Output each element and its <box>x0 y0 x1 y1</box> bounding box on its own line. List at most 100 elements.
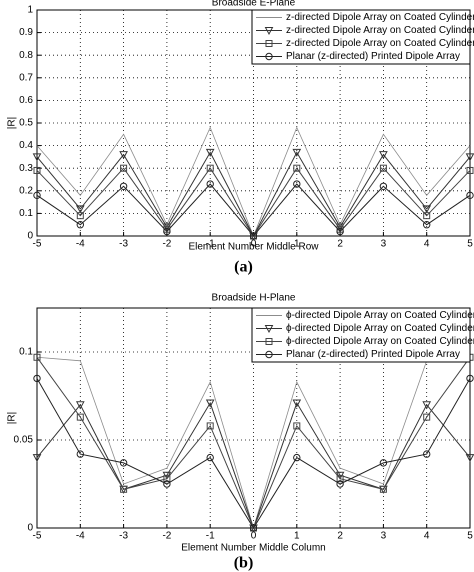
legend-label: z-directed Dipole Array on Coated Cylind… <box>286 25 474 36</box>
series-line <box>36 183 471 237</box>
y-tick-label: 0.6 <box>19 95 33 106</box>
marker-circle <box>249 232 258 240</box>
x-tick-label: 0 <box>251 531 257 542</box>
marker-circle <box>466 374 474 383</box>
chart-title: Broadside H-Plane <box>212 293 296 304</box>
x-tick-label: 1 <box>294 239 300 250</box>
marker-square <box>120 164 128 172</box>
marker-square <box>76 413 84 421</box>
y-tick-label: 0 <box>27 231 33 242</box>
marker-circle <box>33 191 41 200</box>
y-tick-label: 0.1 <box>19 347 33 358</box>
x-tick-label: -5 <box>33 239 42 250</box>
marker-triangle <box>422 205 432 214</box>
marker-circle <box>379 459 388 467</box>
y-axis-label: |R| <box>7 412 18 424</box>
legend-label: ϕ-directed Dipole Array on Coated Cylind… <box>286 310 474 321</box>
x-axis-label: Element Number Middle Column <box>181 543 326 554</box>
marker-square <box>265 338 273 345</box>
marker-circle <box>76 221 85 229</box>
x-tick-label: -5 <box>33 531 42 542</box>
marker-square <box>206 422 214 430</box>
marker-circle <box>336 227 344 236</box>
marker-triangle <box>264 27 274 36</box>
marker-square <box>466 166 474 174</box>
x-tick-label: 3 <box>381 531 387 542</box>
x-tick-label: -1 <box>206 239 215 250</box>
y-tick-label: 0.4 <box>19 140 33 151</box>
marker-square <box>293 422 301 430</box>
caption: (b) <box>234 555 254 572</box>
marker-triangle <box>205 148 215 157</box>
marker-circle <box>265 350 273 359</box>
y-tick-label: 0 <box>27 523 33 534</box>
marker-triangle <box>32 454 42 463</box>
marker-square <box>163 225 171 233</box>
marker-circle <box>466 191 474 200</box>
x-tick-label: -1 <box>206 531 215 542</box>
y-tick-label: 0.9 <box>19 27 33 38</box>
marker-triangle <box>32 153 42 162</box>
y-tick-label: 0.8 <box>19 50 33 61</box>
legend-box <box>251 9 471 65</box>
x-tick-label: -4 <box>76 531 85 542</box>
marker-circle <box>249 524 258 532</box>
chart-title: Broadside E-Plane <box>212 0 296 9</box>
marker-circle <box>163 480 171 488</box>
marker-square <box>336 475 344 483</box>
series-line <box>36 356 471 530</box>
marker-circle <box>379 182 388 190</box>
x-tick-label: 0 <box>251 239 257 250</box>
marker-triangle <box>119 151 128 160</box>
marker-circle <box>119 182 128 190</box>
series-line <box>36 378 471 529</box>
legend-label: z-directed Dipole Array on Coated Cylind… <box>286 38 474 49</box>
y-tick-label: 1 <box>27 5 33 16</box>
legend-label: ϕ-directed Dipole Array on Coated Cylind… <box>286 336 474 347</box>
marker-square <box>76 212 84 220</box>
legend-label: z-directed Dipole Array on Coated Cylind… <box>286 12 474 23</box>
marker-square <box>293 164 301 172</box>
marker-triangle <box>379 151 388 160</box>
legend-label: Planar (z-directed) Printed Dipole Array <box>286 51 460 62</box>
y-tick-label: 0.7 <box>19 72 33 83</box>
marker-triangle <box>422 401 432 410</box>
marker-triangle <box>292 399 302 408</box>
y-tick-label: 0.5 <box>19 118 33 129</box>
x-tick-label: 3 <box>381 239 387 250</box>
x-tick-label: 5 <box>467 531 473 542</box>
marker-triangle <box>264 325 274 334</box>
legend-label: ϕ-directed Dipole Array on Coated Cylind… <box>286 323 474 334</box>
x-tick-label: -4 <box>76 239 85 250</box>
marker-square <box>379 485 387 493</box>
marker-circle <box>163 227 171 236</box>
y-tick-label: 0.1 <box>19 208 33 219</box>
marker-triangle <box>75 401 85 410</box>
marker-circle <box>119 459 128 467</box>
marker-circle <box>206 453 214 462</box>
marker-square <box>336 225 344 233</box>
y-tick-label: 0.2 <box>19 185 33 196</box>
x-tick-label: 4 <box>424 239 430 250</box>
marker-circle <box>265 52 273 61</box>
x-tick-label: -2 <box>162 531 171 542</box>
x-tick-label: -3 <box>119 531 128 542</box>
marker-triangle <box>205 399 215 408</box>
marker-circle <box>293 453 301 462</box>
y-tick-label: 0.05 <box>14 435 34 446</box>
marker-square <box>33 166 41 174</box>
marker-triangle <box>292 148 302 157</box>
y-tick-label: 0.3 <box>19 163 33 174</box>
marker-circle <box>423 450 431 458</box>
legend-box <box>251 307 471 363</box>
marker-circle <box>33 374 41 383</box>
caption: (a) <box>234 259 253 276</box>
marker-circle <box>293 180 301 188</box>
marker-square <box>33 353 41 361</box>
marker-triangle <box>465 454 474 463</box>
x-tick-label: -3 <box>119 239 128 250</box>
marker-circle <box>336 480 344 488</box>
marker-square <box>423 413 431 421</box>
y-axis-label: |R| <box>7 117 18 129</box>
marker-circle <box>76 450 85 458</box>
